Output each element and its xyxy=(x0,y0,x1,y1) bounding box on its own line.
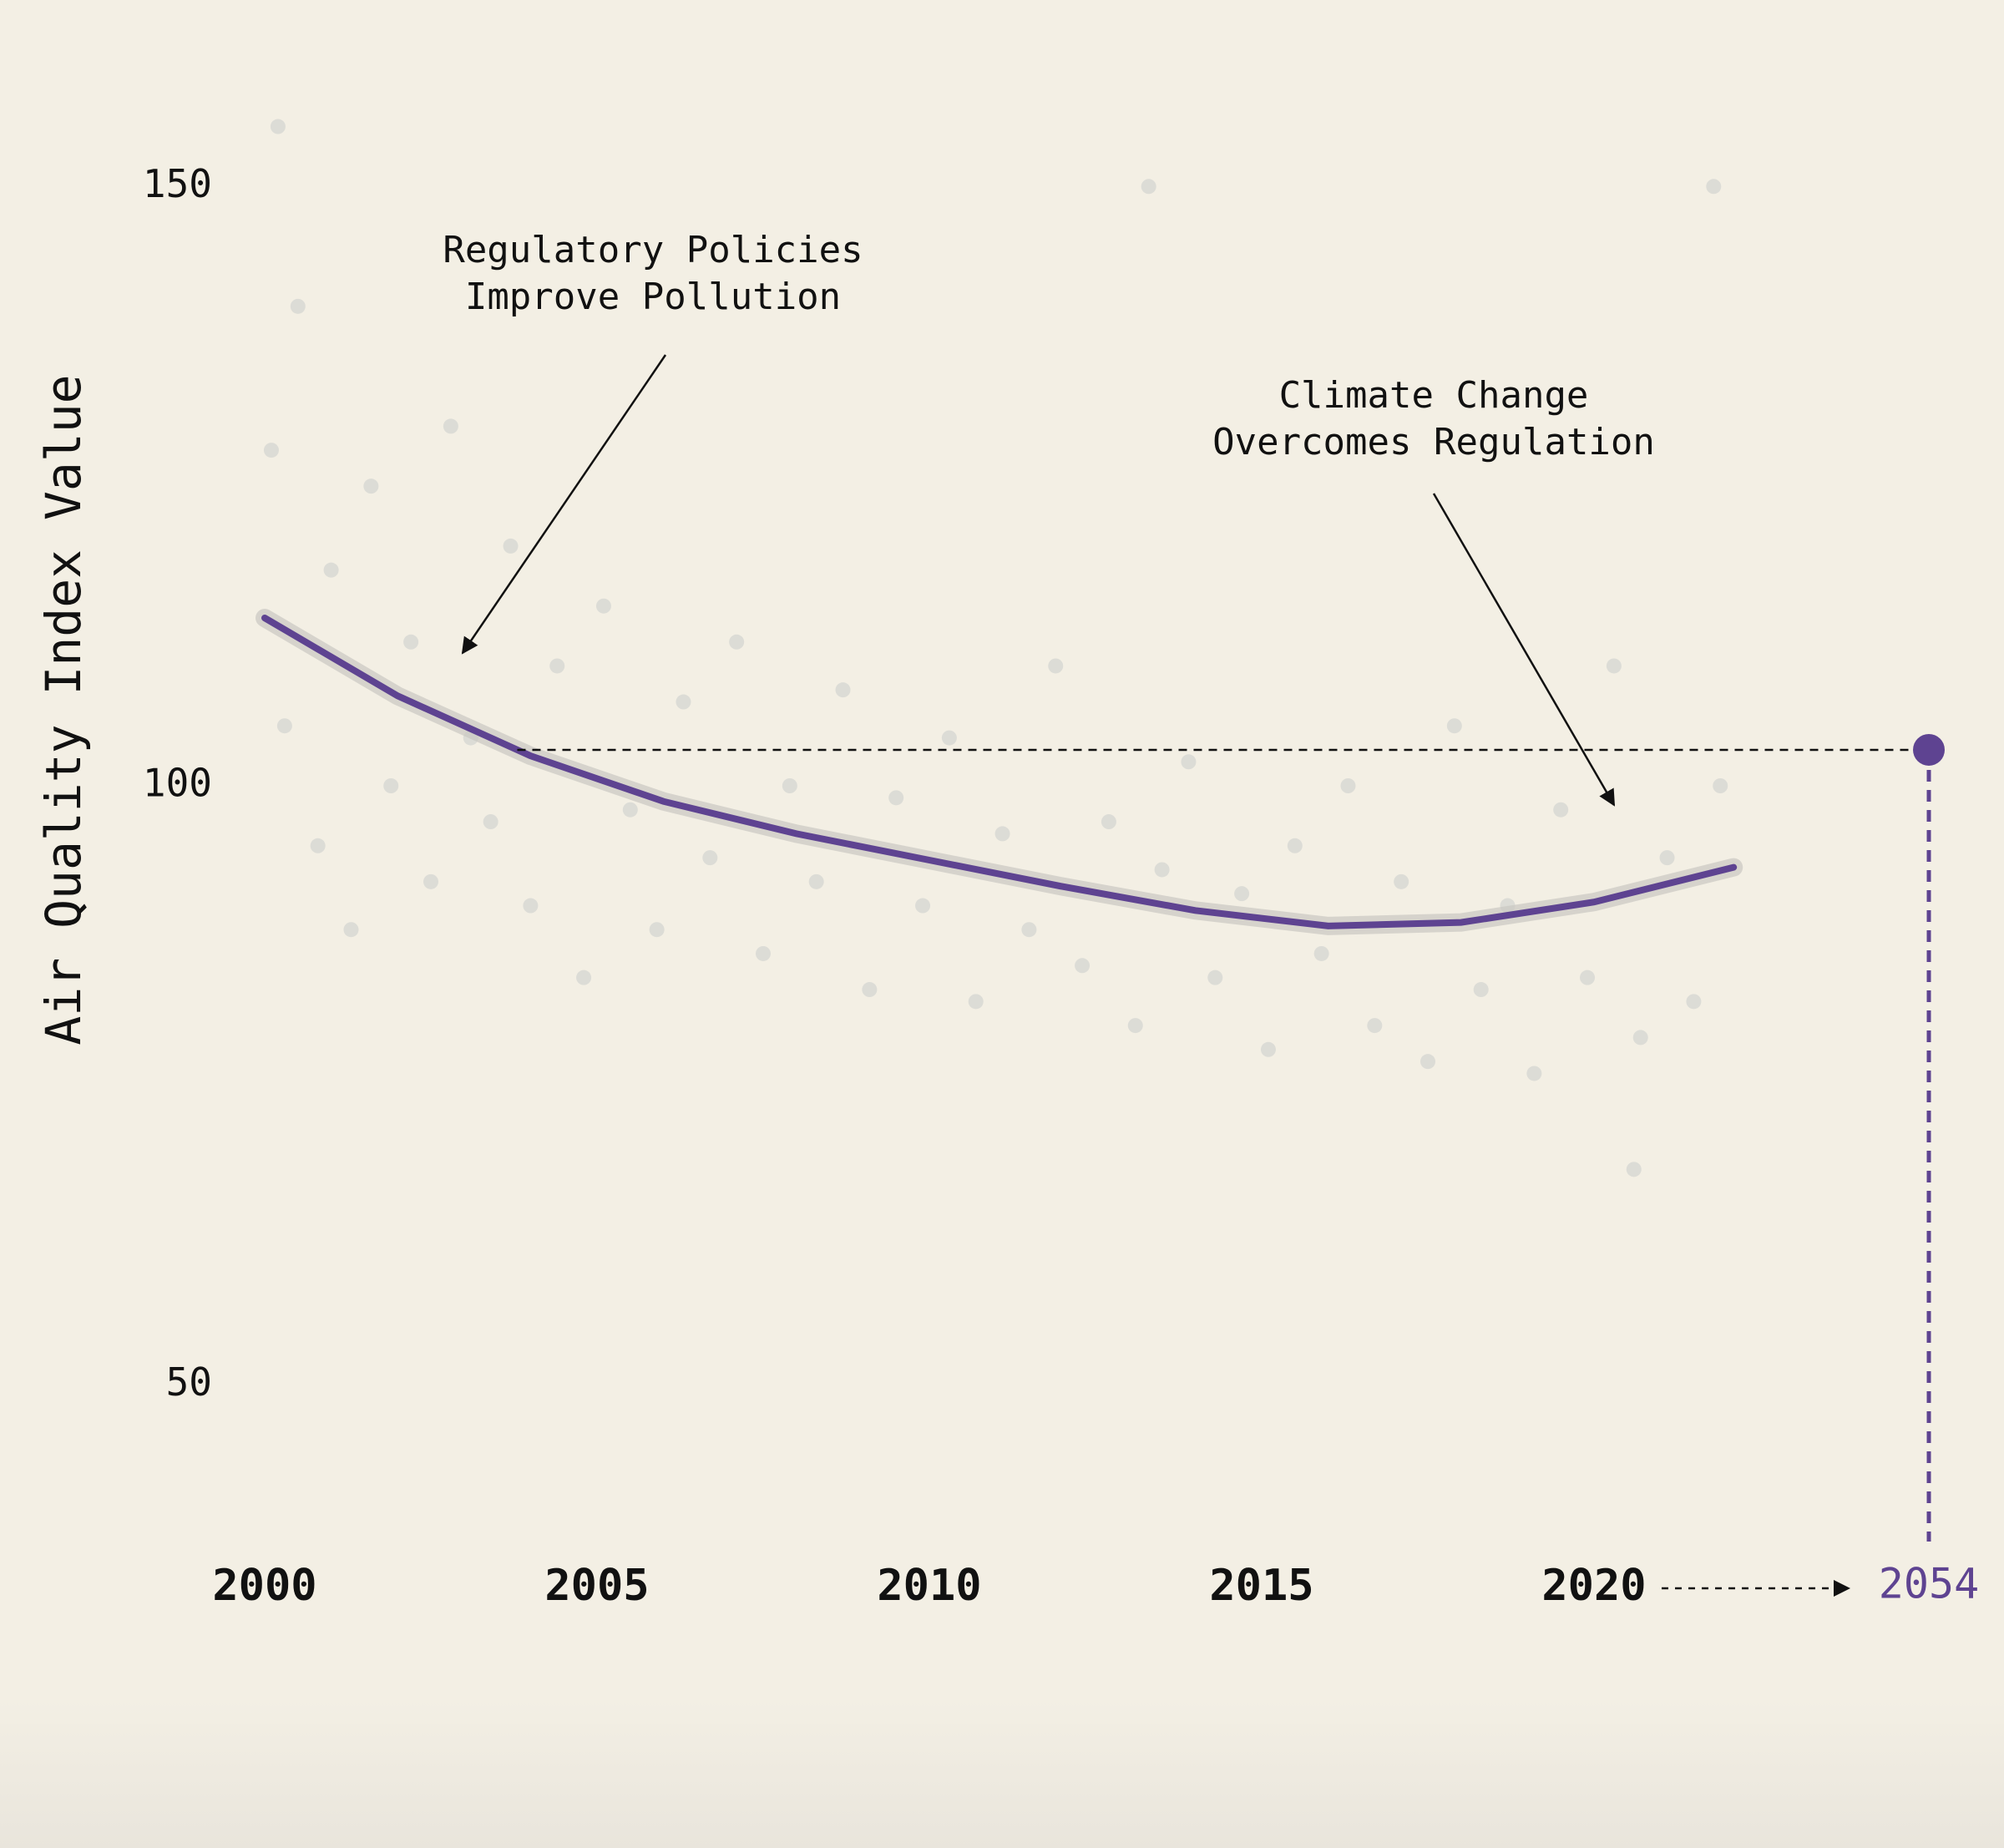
scatter-point xyxy=(1207,970,1223,985)
scatter-point xyxy=(263,443,279,458)
x-tick-label: 2000 xyxy=(212,1561,316,1611)
scatter-point xyxy=(343,922,359,938)
scatter-point xyxy=(290,298,306,314)
scatter-point xyxy=(941,730,957,746)
scatter-point xyxy=(1606,658,1622,674)
scatter-point xyxy=(1420,1054,1435,1070)
scatter-point xyxy=(1367,1018,1383,1034)
scatter-point xyxy=(1713,778,1728,793)
scatter-point xyxy=(994,826,1010,842)
scatter-point xyxy=(383,778,399,793)
y-tick-label: 150 xyxy=(143,161,212,206)
scatter-point xyxy=(1313,945,1329,961)
scatter-point xyxy=(363,478,379,494)
scatter-point xyxy=(1075,958,1091,974)
scatter-point xyxy=(1706,179,1722,195)
scatter-point xyxy=(1234,886,1250,902)
annotation-arrow xyxy=(461,354,667,655)
scatter-point xyxy=(1394,873,1409,889)
x-tick-label: 2015 xyxy=(1209,1561,1313,1611)
scatter-point xyxy=(595,598,611,614)
scatter-point xyxy=(888,790,904,806)
scatter-point xyxy=(1154,862,1170,878)
x-tick-label: 2005 xyxy=(544,1561,649,1611)
annotation: Climate Change xyxy=(1279,374,1589,417)
scatter-point xyxy=(1686,994,1702,1010)
y-tick-label: 100 xyxy=(143,761,212,806)
scatter-point xyxy=(649,922,665,938)
scatter-point xyxy=(729,634,745,650)
scatter-point xyxy=(862,982,878,998)
scatter-point xyxy=(756,945,771,961)
scatter-point xyxy=(1021,922,1037,938)
scatter-point xyxy=(310,838,326,853)
scatter-point xyxy=(276,718,292,734)
scatter-point xyxy=(1526,1066,1542,1081)
annotation-arrow xyxy=(1432,493,1616,807)
trend-band xyxy=(256,609,1743,935)
scatter-point xyxy=(915,898,931,914)
scatter-point xyxy=(403,634,419,650)
x-tick-label: 2020 xyxy=(1541,1561,1646,1611)
scatter-point xyxy=(503,538,519,554)
scatter-point xyxy=(549,658,565,674)
y-axis-title: Air Quality Index Value xyxy=(35,374,92,1045)
scatter-point xyxy=(483,814,498,830)
scatter-point xyxy=(1659,850,1675,866)
x-tick-label: 2010 xyxy=(877,1561,981,1611)
scatter-point xyxy=(576,970,592,985)
scatter-point xyxy=(968,994,984,1010)
scatter-point xyxy=(1181,754,1197,770)
scatter-point xyxy=(423,873,438,889)
scatter-point xyxy=(782,778,797,793)
scatter-point xyxy=(1260,1041,1276,1057)
scatter-layer xyxy=(263,119,1728,1177)
scatter-point xyxy=(1101,814,1116,830)
scatter-point xyxy=(702,850,718,866)
scatter-point xyxy=(443,418,458,434)
projection-point xyxy=(1913,733,1945,766)
annotation: Overcomes Regulation xyxy=(1212,421,1655,463)
scatter-point xyxy=(1127,1018,1143,1034)
scatter-point xyxy=(835,682,851,698)
scatter-point xyxy=(808,873,824,889)
scatter-point xyxy=(1626,1162,1642,1177)
scatter-point xyxy=(523,898,539,914)
projection-year: 2054 xyxy=(1879,1560,1979,1608)
scatter-point xyxy=(1446,718,1462,734)
scatter-point xyxy=(1553,802,1569,818)
scatter-point xyxy=(1287,838,1303,853)
scatter-point xyxy=(676,694,691,710)
scatter-point xyxy=(622,802,638,818)
scatter-point xyxy=(1340,778,1356,793)
trend-line xyxy=(261,615,1738,929)
scatter-point xyxy=(1473,982,1489,998)
scatter-point xyxy=(270,119,286,134)
annotation: Regulatory Policies xyxy=(443,229,863,271)
scatter-point xyxy=(1141,179,1156,195)
scatter-point xyxy=(1580,970,1596,985)
scatter-point xyxy=(1048,658,1064,674)
annotation: Improve Pollution xyxy=(465,276,841,318)
scatter-point xyxy=(1632,1030,1648,1046)
scatter-point xyxy=(323,562,339,578)
y-tick-label: 50 xyxy=(166,1359,212,1405)
